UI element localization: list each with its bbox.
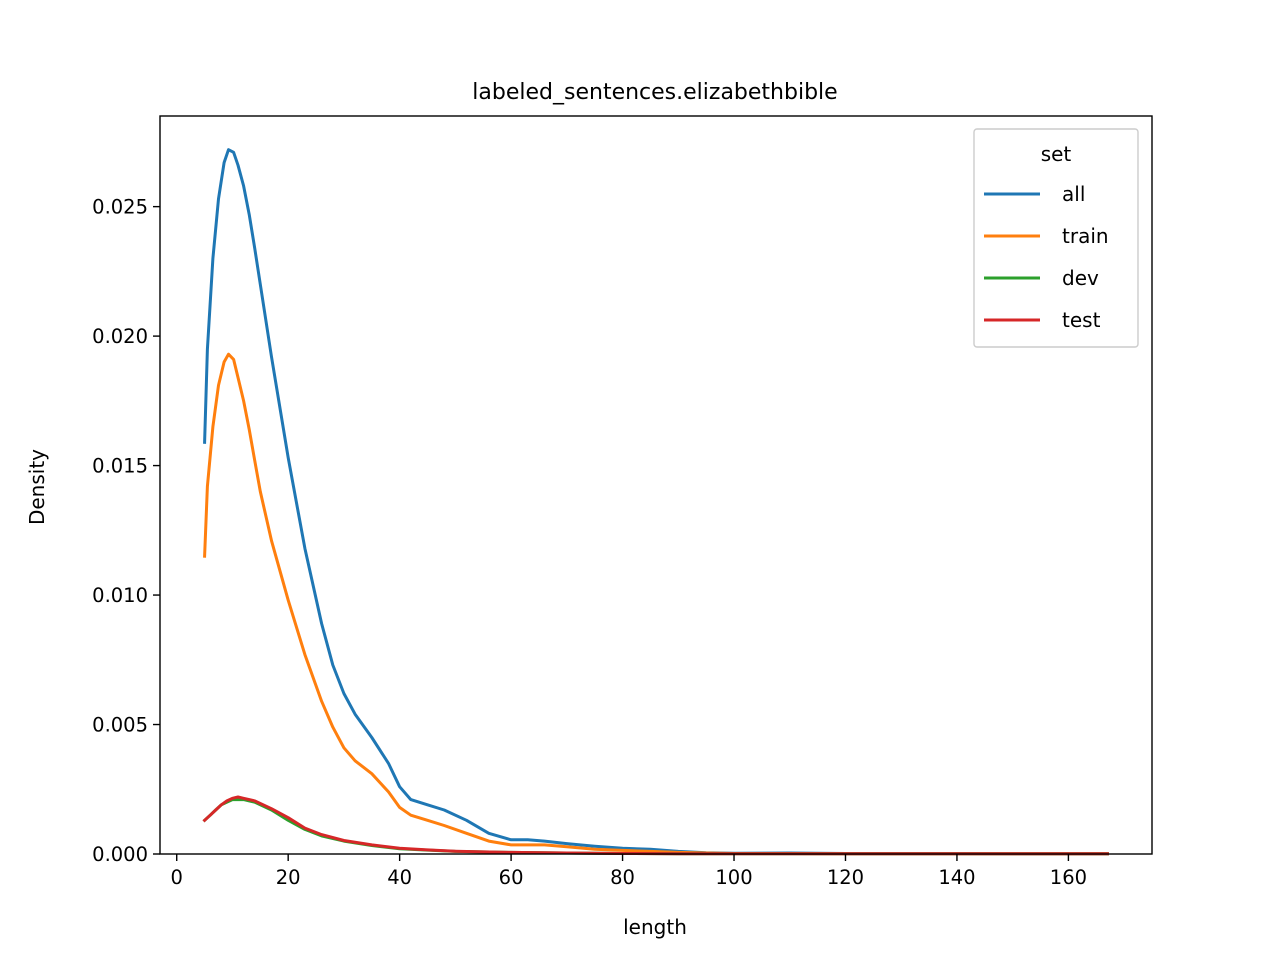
x-tick-label: 120: [827, 866, 864, 889]
legend: set all train dev test: [973, 128, 1139, 348]
chart-title: labeled_sentences.elizabethbible: [472, 80, 837, 105]
legend-label-all: all: [1062, 182, 1085, 206]
legend-items: all train dev test: [984, 182, 1109, 332]
y-tick-label: 0.020: [92, 325, 148, 348]
x-tick-label: 20: [276, 866, 301, 889]
x-tick-label: 60: [499, 866, 524, 889]
plot-frame: [159, 115, 1153, 855]
y-tick-label: 0.010: [92, 584, 148, 607]
legend-label-train: train: [1062, 224, 1109, 248]
y-tick-label: 0.025: [92, 196, 148, 219]
legend-label-dev: dev: [1062, 266, 1099, 290]
x-tick-label: 160: [1050, 866, 1087, 889]
x-tick-label: 80: [610, 866, 635, 889]
legend-label-test: test: [1062, 308, 1101, 332]
y-tick-label: 0.000: [92, 843, 148, 866]
x-tick-label: 140: [938, 866, 975, 889]
y-tick-label: 0.015: [92, 455, 148, 478]
x-tick-label: 40: [387, 866, 412, 889]
y-axis: 0.000 0.005 0.010 0.015 0.020 0.025: [92, 196, 160, 866]
y-axis-label: Density: [25, 449, 49, 525]
legend-title: set: [1041, 142, 1072, 166]
legend-box: [973, 128, 1139, 348]
x-axis-label: length: [623, 915, 687, 939]
series-lines: [202, 148, 1109, 856]
y-tick-label: 0.005: [92, 714, 148, 737]
x-tick-label: 100: [715, 866, 752, 889]
x-axis: 0 20 40 60 80 100 120 140 160: [171, 854, 1087, 889]
x-tick-label: 0: [171, 866, 183, 889]
